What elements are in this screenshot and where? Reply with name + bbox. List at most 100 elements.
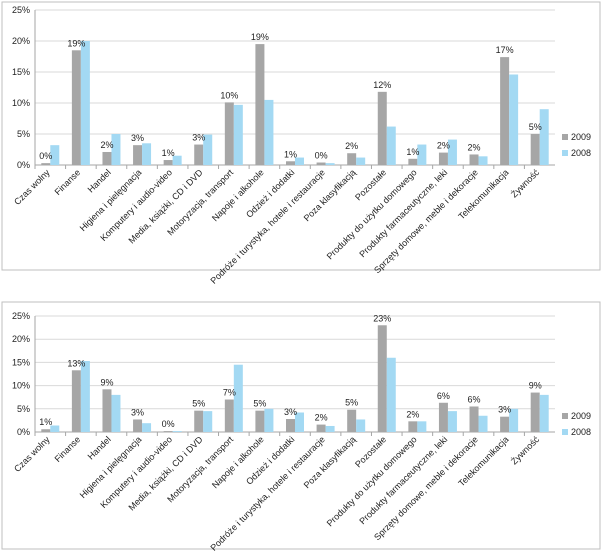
bar-2008 — [111, 134, 121, 165]
x-category-label: Żywność — [509, 434, 542, 467]
y-tick-label: 0% — [17, 427, 30, 437]
bar-2008 — [417, 421, 427, 432]
legend-swatch-2008 — [562, 429, 568, 435]
y-tick-label: 20% — [12, 334, 30, 344]
y-tick-label: 5% — [17, 129, 30, 139]
data-label: 3% — [131, 133, 144, 143]
bar-2009 — [438, 152, 448, 165]
bar-2009 — [316, 424, 326, 432]
bar-2009 — [316, 162, 326, 165]
bar-2008 — [447, 139, 457, 165]
legend-label-2009: 2009 — [571, 411, 591, 421]
bar-2009 — [224, 102, 234, 165]
data-label: 17% — [496, 45, 514, 55]
x-category-label: Napoje i alkohole — [210, 434, 266, 490]
bar-2009 — [500, 57, 510, 166]
y-tick-label: 15% — [12, 357, 30, 367]
data-label: 3% — [498, 405, 511, 415]
data-label: 12% — [373, 80, 391, 90]
bar-2008 — [50, 145, 60, 165]
bar-2009 — [377, 325, 387, 432]
data-label: 6% — [437, 391, 450, 401]
data-label: 19% — [67, 38, 85, 48]
bar-2008 — [264, 408, 274, 432]
y-tick-label: 25% — [12, 5, 30, 15]
data-label: 9% — [100, 377, 113, 387]
bar-2008 — [509, 74, 519, 165]
data-label: 5% — [192, 399, 205, 409]
x-category-label: Czas wolny — [12, 167, 52, 207]
bar-2009 — [71, 50, 81, 165]
data-label: 2% — [315, 413, 328, 423]
x-category-label: Żywność — [509, 167, 542, 200]
data-label: 5% — [345, 398, 358, 408]
x-category-label: Poza klasyfikacją — [302, 167, 358, 223]
data-label: 2% — [345, 141, 358, 151]
bar-2009 — [194, 410, 204, 432]
data-label: 19% — [251, 32, 269, 42]
bar-2009 — [163, 431, 173, 432]
bar-2009 — [500, 416, 510, 432]
legend-label-2009: 2009 — [571, 132, 591, 142]
bar-2009 — [347, 409, 357, 432]
bar-2009 — [408, 158, 418, 165]
data-label: 2% — [406, 409, 419, 419]
bar-2009 — [194, 144, 204, 165]
y-tick-label: 0% — [17, 160, 30, 170]
legend-swatch-2009 — [562, 413, 568, 419]
bar-2008 — [325, 425, 335, 432]
bar-2008 — [80, 41, 90, 165]
bar-2008 — [478, 415, 488, 432]
bar-2008 — [142, 423, 152, 432]
data-label: 5% — [253, 399, 266, 409]
bar-2008 — [356, 157, 366, 165]
bar-2008 — [111, 394, 121, 432]
legend-label-2008: 2008 — [571, 148, 591, 158]
data-label: 1% — [406, 147, 419, 157]
data-label: 23% — [373, 313, 391, 323]
bar-2008 — [50, 425, 60, 432]
chart-frame — [1, 301, 601, 550]
data-label: 3% — [192, 133, 205, 143]
bar-2008 — [295, 412, 304, 432]
x-category-label: Poza klasyfikacją — [302, 434, 358, 490]
bar-2008 — [539, 109, 549, 165]
data-label: 3% — [131, 407, 144, 417]
data-label: 6% — [468, 394, 481, 404]
data-label: 7% — [223, 388, 236, 398]
y-tick-label: 10% — [12, 98, 30, 108]
bar-2009 — [133, 145, 143, 165]
bar-2009 — [286, 161, 295, 165]
y-tick-label: 10% — [12, 381, 30, 391]
chart-bottom: 0% 5% 10% 15% 20% 25% 1% Czas wolny 13% Finanse 9%… — [1, 301, 601, 553]
bar-2008 — [203, 411, 213, 432]
bar-2008 — [356, 419, 366, 432]
chart-top: 0%5%10%15%20%25%0%Czas wolny19%Finanse2%… — [1, 1, 601, 286]
data-label: 5% — [529, 122, 542, 132]
data-label: 3% — [284, 407, 297, 417]
x-category-label: Napoje i alkohole — [210, 167, 266, 223]
x-category-label: Podróże i turystyka, hotele i restauracj… — [209, 434, 327, 552]
x-category-label: Finanse — [53, 167, 83, 197]
x-category-label: Handel — [86, 167, 113, 194]
data-label: 1% — [162, 148, 175, 158]
bar-2008 — [447, 411, 457, 432]
bar-2009 — [408, 421, 418, 432]
x-category-label: Czas wolny — [12, 434, 52, 474]
bar-2009 — [377, 91, 387, 165]
bar-2009 — [286, 419, 295, 432]
bar-2009 — [71, 370, 81, 432]
bar-2008 — [478, 156, 488, 165]
data-label: 13% — [67, 358, 85, 368]
y-tick-label: 15% — [12, 67, 30, 77]
chart-frame — [1, 1, 601, 271]
bar-2009 — [438, 402, 448, 432]
bar-2008 — [233, 104, 243, 165]
bar-2008 — [509, 408, 519, 432]
bar-2008 — [233, 364, 243, 432]
x-category-label: Finanse — [53, 434, 83, 464]
bar-2009 — [347, 153, 357, 165]
bar-2008 — [325, 163, 335, 165]
data-label: 0% — [315, 151, 328, 161]
y-tick-label: 5% — [17, 404, 30, 414]
